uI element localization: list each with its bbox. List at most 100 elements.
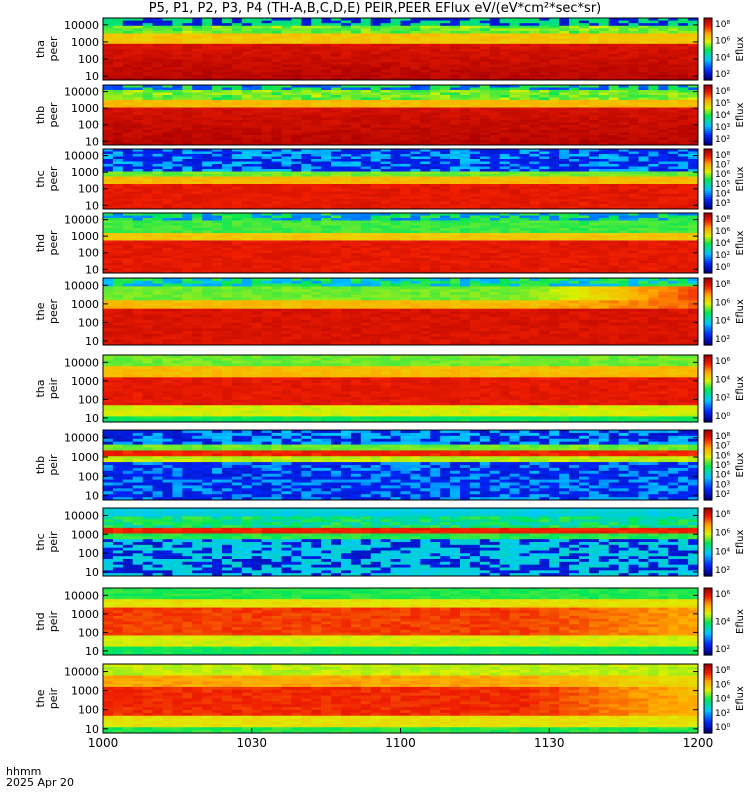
heatmap-cell [172, 56, 183, 60]
heatmap-cell [112, 30, 124, 34]
heatmap-cell [321, 30, 332, 34]
heatmap-cell [350, 72, 362, 76]
heatmap-cell [559, 54, 570, 58]
heatmap-cell [668, 30, 679, 34]
heatmap-cell [678, 43, 689, 47]
heatmap-cell [390, 54, 401, 58]
heatmap-cell [103, 20, 114, 24]
heatmap-cell [301, 67, 312, 71]
heatmap-cell [222, 28, 233, 32]
heatmap-cell [460, 54, 471, 58]
heatmap-cell [271, 61, 282, 65]
heatmap-cell [400, 56, 411, 60]
heatmap-cell [579, 51, 590, 55]
heatmap-cell [380, 36, 392, 40]
heatmap-cell [529, 46, 540, 50]
heatmap-cell [291, 43, 302, 47]
heatmap-cell [152, 28, 163, 32]
heatmap-cell [420, 77, 431, 81]
heatmap-cell [142, 18, 154, 22]
heatmap-cell [103, 25, 114, 29]
heatmap-cell [579, 69, 590, 73]
heatmap-cell [112, 61, 124, 65]
heatmap-cell [311, 77, 322, 81]
heatmap-cell [261, 67, 273, 71]
heatmap-cell [241, 56, 253, 60]
colorbar-tick-label: 10⁷ [715, 161, 730, 171]
colorbar-tick-label: 10⁴ [715, 111, 730, 121]
heatmap-cell [460, 46, 471, 50]
heatmap-cell [638, 67, 649, 71]
y-tick-label: 10000 [64, 150, 99, 163]
heatmap-cell [380, 64, 392, 68]
heatmap-cell [301, 51, 312, 55]
heatmap-cell [261, 46, 273, 50]
heatmap-cell [529, 59, 540, 63]
heatmap-cell [648, 72, 659, 76]
heatmap-cell [559, 64, 570, 68]
heatmap-cell [212, 59, 223, 63]
heatmap-cell [549, 54, 560, 58]
heatmap-cell [321, 59, 332, 63]
heatmap-cell [202, 36, 213, 40]
heatmap-cell [350, 30, 362, 34]
heatmap-cell [658, 43, 669, 47]
heatmap-cell [559, 38, 570, 42]
heatmap-cell [251, 20, 263, 24]
heatmap-cell [460, 28, 471, 32]
heatmap-cell [241, 54, 253, 58]
heatmap-cell [658, 72, 669, 76]
heatmap-cell [559, 74, 570, 78]
heatmap-cell [479, 61, 491, 65]
heatmap-cell [400, 61, 411, 65]
heatmap-cell [350, 67, 362, 71]
heatmap-cell [430, 69, 441, 73]
heatmap-cell [489, 20, 501, 24]
heatmap-cell [152, 25, 163, 29]
heatmap-cell [628, 30, 639, 34]
heatmap-cell [103, 61, 114, 65]
heatmap-cell [588, 36, 600, 40]
heatmap-cell [489, 56, 501, 60]
heatmap-cell [162, 30, 173, 34]
heatmap-cell [390, 67, 401, 71]
heatmap-cell [271, 64, 282, 68]
heatmap-cell [539, 20, 550, 24]
heatmap-cell [192, 67, 203, 71]
heatmap-cell [410, 23, 421, 27]
heatmap-cell [172, 30, 183, 34]
heatmap-cell [579, 46, 590, 50]
heatmap-cell [678, 36, 689, 40]
heatmap-cell [559, 30, 570, 34]
heatmap-cell [509, 54, 520, 58]
heatmap-cell [331, 43, 342, 47]
heatmap-cell [598, 56, 610, 60]
heatmap-cell [410, 54, 421, 58]
heatmap-cell [222, 72, 233, 76]
colorbar-tick-label: 10⁶ [715, 87, 730, 97]
heatmap-cell [608, 23, 620, 27]
heatmap-cell [499, 28, 511, 32]
heatmap-cell [569, 38, 580, 42]
heatmap-cell [370, 20, 382, 24]
heatmap-cell [499, 36, 511, 40]
heatmap-cell [430, 74, 441, 78]
heatmap-cell [658, 74, 669, 78]
heatmap-cell [291, 20, 302, 24]
heatmap-cell [688, 41, 699, 45]
heatmap-cell [450, 23, 461, 27]
heatmap-cell [311, 67, 322, 71]
heatmap-cell [450, 38, 461, 42]
heatmap-cell [231, 33, 243, 37]
heatmap-cell [182, 64, 193, 68]
heatmap-cell [688, 33, 699, 37]
heatmap-cell [410, 18, 421, 22]
heatmap-cell [539, 23, 550, 27]
heatmap-cell [648, 74, 659, 78]
heatmap-cell [400, 38, 411, 42]
heatmap-cell [241, 33, 253, 37]
colorbar-segment [704, 34, 712, 38]
heatmap-cell [648, 30, 659, 34]
heatmap-cell [172, 49, 183, 53]
